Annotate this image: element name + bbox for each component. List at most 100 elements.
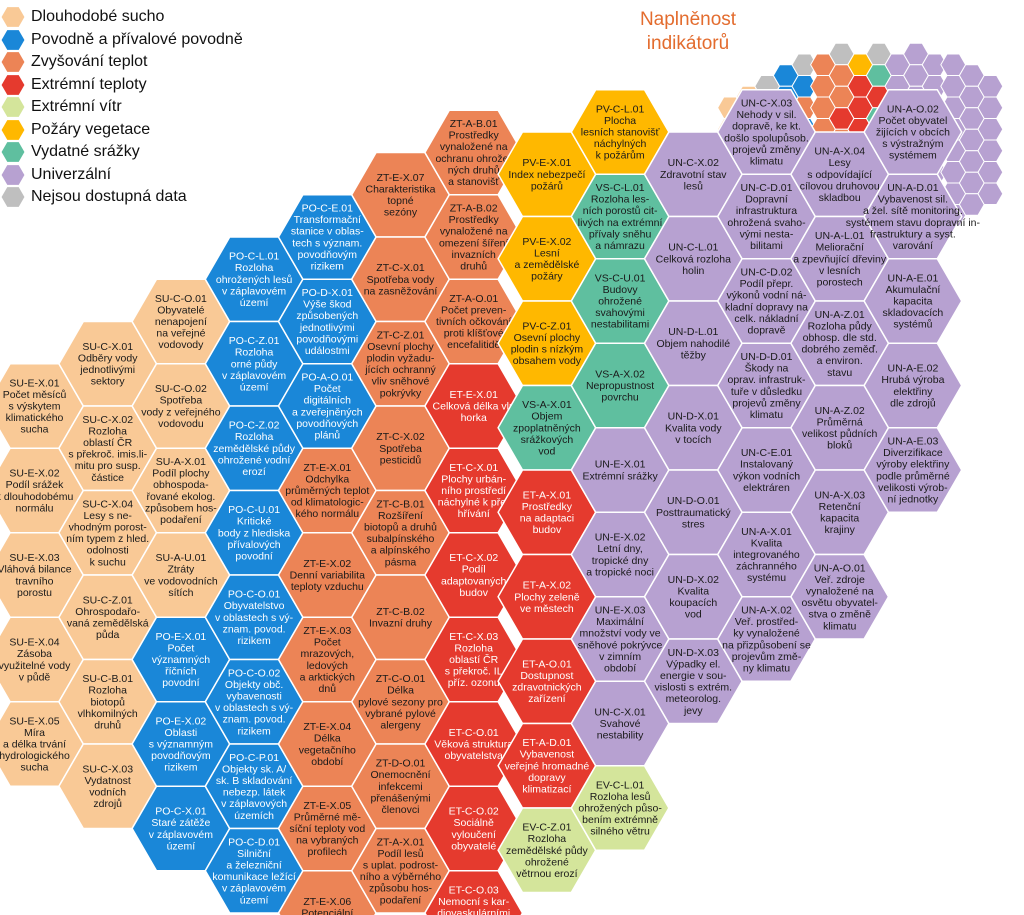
indicator-hex: SU-E-X.03 Vláhová bilance travního porostu <box>0 531 85 619</box>
indicator-label: ZT-A-O.01 Počet preven-tivních očkování pr… <box>436 293 511 351</box>
indicator-label: ET-C-X.01 Plochy urbán-ního prostředí nách… <box>438 462 510 520</box>
indicator-hex: ZT-E-X.07 Charakteristika topné sezóny <box>350 151 451 238</box>
indicator-hex: ZT-E-X.05 Průměrné mě-síční teploty vod na… <box>277 785 377 872</box>
indicator-label: PV-C-Z.01 Osevní plochy plodin s nízkým obs… <box>511 320 584 367</box>
indicator-label: UN-C-D.02 Podíl přepr. výkonů vodní ná-kla… <box>725 267 808 337</box>
indicator-label: SU-A-U.01 Ztráty ve vodovodních sítích <box>144 552 218 599</box>
indicator-hex: SU-E-X.05 Míra a délka trvání hydrologickéh… <box>0 700 85 788</box>
inset-hex <box>977 182 1004 205</box>
indicator-hex: VS-C-L.01 Rozloha les-ních porostů cit-li… <box>570 173 670 260</box>
indicator-label: SU-C-Z.01 Ohrospodařo-vaná zemědělská půda <box>67 594 149 641</box>
indicator-label: PO-C-E.01 Transformační stanice v oblas-te… <box>291 203 364 273</box>
indicator-hex: UN-A-L.01 Meliorační a zpevňující dřeviny v… <box>790 215 890 302</box>
indicator-label: PO-E-X.01 Počet významných říčních povodní <box>152 631 211 689</box>
indicator-hex: PO-C-X.01 Staré zátěže v záplavovém území <box>131 785 231 872</box>
legend-label: Povodně a přívalové povodně <box>31 30 243 48</box>
indicator-hex: ZT-D-O.01 Onemocnění infekcemi přenášenými č… <box>350 743 451 830</box>
legend-swatch-hex <box>0 186 26 209</box>
indicator-label: PO-C-L.01 Rozloha ohrožených lesů v záplavo… <box>216 251 293 309</box>
indicator-label: UN-A-O.01 Veř. zdroje vynaložené na osvětu … <box>801 562 878 632</box>
indicator-hex-shape <box>424 869 524 915</box>
indicator-label: PO-C-Z.02 Rozloha zemědělské půdy ohrožené … <box>213 420 295 478</box>
indicator-hex-shape <box>790 553 890 640</box>
indicator-hex: UN-C-L.01 Celková rozloha holin <box>643 215 743 302</box>
legend-item-su: Dlouhodobé sucho <box>0 6 243 29</box>
indicator-label: PV-E-X.02 Lesní a zemědělské požáry <box>515 236 580 283</box>
indicator-hex: UN-A-Z.02 Průměrná velikost půdních bloků <box>790 384 890 471</box>
legend-swatch-hex <box>0 118 26 141</box>
indicator-hex: PV-E-X.01 Index nebezpečí požárů <box>497 131 597 218</box>
indicator-hex: PO-E-X.02 Oblasti s významným povodňovým riz… <box>131 700 231 788</box>
indicator-hex: ET-A-X.01 Prostředky na adaptaci budov <box>497 469 597 556</box>
indicator-label: ET-C-O.02 Sociálně vyloučení obyvatelé <box>449 806 499 853</box>
indicator-label: PO-D-X.01 Výše škod způsobených jednotlivým… <box>296 287 358 357</box>
legend-item-na: Nejsou dostupná data <box>0 186 243 209</box>
legend-swatch-hex <box>0 6 26 29</box>
legend-swatch <box>0 163 26 186</box>
indicator-label: UN-A-X.01 Kvalita integrovaného záchranného… <box>733 526 800 584</box>
legend-label: Univerzální <box>31 165 112 183</box>
indicator-label: UN-E-X.01 Extrémní srážky <box>582 459 658 483</box>
indicator-label: UN-C-L.01 Celková rozloha holin <box>656 242 731 277</box>
indicator-label: SU-C-X.02 Rozloha oblastí ČR s překroč. imi… <box>68 414 147 484</box>
indicator-label: UN-D-X.03 Výpadky el. energie v sou-vislos… <box>654 647 732 717</box>
indicator-label: VS-C-U.01 Budovy ohrožené svahovými nestabil… <box>591 272 649 330</box>
indicator-hex-shape <box>570 764 670 852</box>
indicator-label: ZT-C-B.02 Invazní druhy <box>369 606 433 630</box>
indicator-label: ZT-E-X.07 Charakteristika topné sezóny <box>365 172 435 219</box>
indicator-label: ET-A-D.01 Vybavenost veřejné hromadné dopra… <box>505 737 590 795</box>
indicator-label: UN-A-X.04 Lesy s odpovídající cílovou druho… <box>800 146 880 204</box>
indicator-hex: ZT-E-X.01 Odchylka průměrných teplot od kli… <box>277 447 377 534</box>
indicator-label: ET-C-X.02 Podíl adaptovaných budov <box>441 552 507 599</box>
indicator-label: ZT-C-B.01 Rozšíření biotopů a druhů subalpí… <box>364 498 437 568</box>
indicator-label: UN-A-L.01 Meliorační a zpevňující dřeviny v… <box>793 230 887 288</box>
indicator-label: SU-A-X.01 Podíl plochy obhospoda-řované ek… <box>145 456 217 526</box>
indicator-hex: ZT-C-X.02 Spotřeba pesticidů <box>350 405 451 492</box>
indicator-label: EV-C-L.01 Rozloha lesů ohrožených půso-ben… <box>578 779 662 837</box>
indicator-hex: PO-C-E.01 Transformační stanice v oblas-te… <box>277 193 377 281</box>
indicator-label: UN-A-Z.01 Rozloha půdy obhosp. dle std. dob… <box>801 309 878 379</box>
indicator-hex: EV-C-L.01 Rozloha lesů ohrožených půso-ben… <box>570 764 670 852</box>
indicator-hex: ET-C-X.03 Rozloha oblastí ČR s překroč. IL p… <box>424 616 524 703</box>
legend-item-ev: Extrémní vítr <box>0 96 243 119</box>
indicator-label: UN-E-X.02 Letní dny, tropické dny a tropick… <box>586 532 654 579</box>
indicator-label: ZT-E-X.01 Odchylka průměrných teplot od kli… <box>285 462 369 520</box>
legend-item-et: Extrémní teploty <box>0 73 243 97</box>
indicator-hex: PO-D-X.01 Výše škod způsobených jednotlivým… <box>277 278 377 365</box>
indicator-hex: UN-A-O.02 Počet obyvatel žijících v obcích… <box>863 88 963 176</box>
indicator-label: UN-C-X.03 Nehody v sil. dopravě, ke kt. doš… <box>724 98 809 168</box>
indicator-hex: UN-E-X.01 Extrémní srážky <box>570 426 670 514</box>
indicator-label: SU-C-O.01 Obyvatelé nenapojení na veřejné vo… <box>155 293 207 351</box>
indicator-hex: SU-C-B.01 Rozloha biotopů vlhkomilných druhů <box>58 658 158 745</box>
indicator-label: SU-E-X.03 Vláhová bilance travního porostu <box>0 552 72 599</box>
indicator-hex: UN-A-O.01 Veř. zdroje vynaložené na osvětu … <box>790 553 890 640</box>
indicator-label: UN-A-X.03 Retenční kapacita krajiny <box>814 489 865 536</box>
indicator-hex: SU-C-X.02 Rozloha oblastí ČR s překroč. imi… <box>58 405 158 492</box>
indicator-hex: UN-A-X.03 Retenční kapacita krajiny <box>790 469 890 556</box>
indicator-hex: UN-A-D.01 Vybavenost sil. a žel. sítě moni… <box>846 173 981 260</box>
legend-label: Dlouhodobé sucho <box>31 8 165 26</box>
indicator-hex: SU-E-X.02 Podíl srážek k dlouhodobému normá… <box>0 447 85 534</box>
indicator-hex: VS-A-X.01 Objem zpoplatněných srážkových vod <box>497 384 597 471</box>
indicator-hex: EV-C-Z.01 Rozloha zemědělské půdy ohrožené v… <box>497 807 597 894</box>
indicator-label: UN-A-D.01 Vybavenost sil. a žel. sítě moni… <box>846 182 981 252</box>
indicator-label: UN-D-O.01 Posttraumatický stres <box>656 495 731 530</box>
indicator-hex: UN-C-X.03 Nehody v sil. dopravě, ke kt. doš… <box>716 88 817 176</box>
indicator-hex: ZT-C-O.01 Délka pylové sezony pro vybrané p… <box>350 658 451 745</box>
indicator-label: ZT-C-X.01 Spotřeba vody na zasněžování <box>364 262 438 297</box>
indicator-label: ZT-C-Z.01 Osevní plochy plodin vyžadu-jící… <box>364 329 436 399</box>
indicator-label: UN-C-X.01 Svahové nestability <box>594 706 646 741</box>
legend: Dlouhodobé sucho Povodně a přívalové povo… <box>0 6 243 209</box>
indicator-label: ZT-E-X.02 Denní variabilita teploty vzduch… <box>290 558 365 593</box>
indicator-hex: ET-A-D.01 Vybavenost veřejné hromadné dopra… <box>497 722 597 809</box>
indicator-label: SU-E-X.04 Zásoba využitelné vody v půdě <box>0 637 71 684</box>
legend-swatch <box>0 141 26 164</box>
indicator-label: UN-A-E.01 Akumulační kapacita skladovacích s… <box>883 272 944 330</box>
legend-swatch <box>0 51 26 74</box>
indicator-hex: ZT-A-X.01 Podíl lesů s uplat. podrost-ního… <box>350 827 451 914</box>
inset-title: Naplněnost indikátorů <box>598 8 778 56</box>
indicator-label: ZT-A-X.01 Podíl lesů s uplat. podrost-ního… <box>360 836 441 906</box>
legend-item-zt: Zvyšování teplot <box>0 51 243 74</box>
indicator-label: PO-C-D.01 Silniční a železniční komunikace … <box>212 836 296 906</box>
